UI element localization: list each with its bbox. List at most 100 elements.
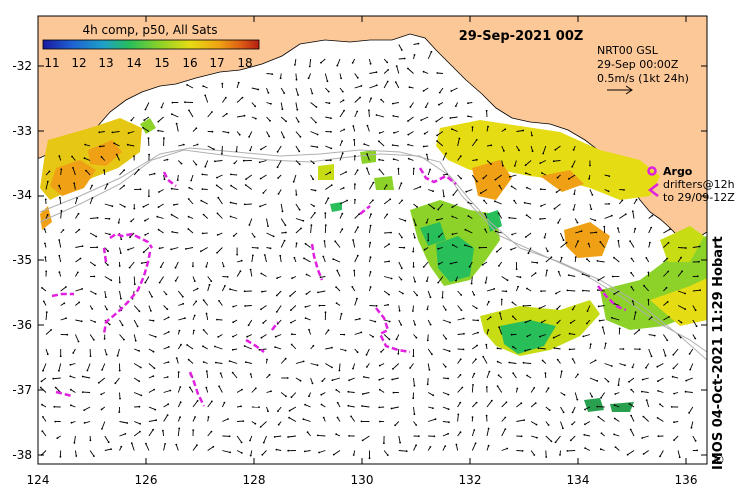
- current-arrow: [354, 226, 359, 234]
- current-arrow-head: [589, 164, 591, 167]
- current-arrow: [171, 214, 179, 219]
- current-arrow-head: [533, 387, 536, 389]
- current-arrow-head: [343, 333, 346, 336]
- current-arrow-head: [630, 388, 633, 391]
- current-arrow: [218, 386, 223, 393]
- current-arrow-head: [521, 450, 524, 452]
- current-arrow-head: [150, 310, 152, 312]
- current-arrow-head: [158, 281, 161, 284]
- current-arrow-head: [475, 307, 478, 310]
- current-arrow: [245, 174, 253, 180]
- current-arrow-head: [482, 177, 485, 180]
- current-arrow-head: [177, 371, 180, 373]
- current-arrow: [348, 377, 355, 381]
- current-arrow-head: [370, 97, 372, 100]
- current-arrow: [392, 377, 399, 380]
- current-arrow-head: [671, 375, 674, 378]
- current-arrow-head: [137, 168, 140, 171]
- current-arrow-head: [547, 424, 550, 426]
- current-arrow: [354, 169, 358, 176]
- current-arrow: [295, 102, 298, 110]
- current-arrow-head: [392, 158, 395, 161]
- current-arrow-head: [369, 224, 372, 227]
- current-arrow-head: [58, 369, 60, 372]
- current-arrow: [163, 443, 166, 451]
- current-arrow: [119, 421, 128, 424]
- current-arrow: [131, 443, 135, 451]
- current-arrow: [627, 450, 635, 456]
- current-arrow-head: [496, 347, 499, 350]
- current-arrow-head: [498, 326, 500, 328]
- current-arrow: [383, 290, 390, 295]
- current-arrow-head: [369, 62, 372, 65]
- drifters-label: drifters@12h: [663, 178, 735, 191]
- current-arrow-head: [242, 420, 245, 422]
- drifter-track: [375, 307, 411, 354]
- current-arrow-head: [44, 256, 47, 259]
- current-arrow-head: [338, 369, 341, 372]
- current-arrow: [398, 218, 406, 222]
- current-arrow-head: [66, 333, 69, 336]
- current-arrow-head: [196, 400, 199, 402]
- current-arrow: [119, 169, 125, 176]
- current-arrow: [427, 203, 435, 209]
- current-arrow: [134, 392, 142, 396]
- colorbar-tick: 16: [182, 56, 197, 70]
- current-arrow-head: [433, 435, 436, 438]
- current-arrow: [207, 431, 212, 437]
- current-arrow-head: [312, 162, 315, 165]
- current-arrow-head: [607, 380, 610, 383]
- current-arrow: [172, 231, 179, 234]
- current-arrow-head: [432, 190, 434, 193]
- current-arrow-head: [261, 453, 264, 456]
- current-arrow-head: [557, 222, 559, 224]
- colorbar-tick: 14: [126, 56, 141, 70]
- current-arrow-head: [524, 236, 527, 238]
- current-arrow-head: [178, 427, 181, 430]
- current-arrow-head: [460, 294, 463, 296]
- current-arrow-head: [428, 369, 431, 371]
- current-arrow-head: [467, 115, 469, 118]
- current-arrow: [455, 444, 459, 451]
- current-vectors: [39, 42, 701, 460]
- current-arrow-head: [459, 401, 462, 404]
- current-arrow-head: [380, 351, 382, 353]
- current-arrow: [200, 247, 208, 252]
- current-arrow-head: [617, 239, 620, 242]
- current-arrow-head: [336, 416, 339, 419]
- current-arrow: [438, 232, 444, 238]
- current-arrow-head: [351, 286, 354, 288]
- current-arrow-head: [332, 453, 335, 456]
- current-arrow-head: [245, 178, 247, 181]
- current-arrow: [407, 116, 414, 122]
- current-arrow-head: [374, 320, 377, 323]
- current-arrow: [160, 261, 164, 268]
- current-arrow: [295, 228, 302, 234]
- current-arrow-head: [613, 293, 616, 295]
- current-arrow-head: [526, 374, 528, 377]
- current-arrow-head: [484, 228, 486, 231]
- current-arrow-head: [329, 171, 332, 174]
- current-arrow-head: [415, 444, 417, 447]
- current-arrow: [471, 402, 477, 408]
- current-arrow-head: [457, 413, 460, 416]
- x-tick-label: 134: [567, 473, 590, 487]
- current-arrow: [392, 363, 400, 370]
- current-arrow-head: [330, 147, 333, 150]
- current-arrow: [260, 421, 267, 428]
- current-arrow: [304, 404, 311, 408]
- current-arrow-head: [205, 312, 208, 315]
- current-arrow-head: [434, 418, 437, 421]
- current-arrow-head: [524, 321, 527, 324]
- current-arrow-head: [139, 188, 142, 191]
- current-arrow-head: [375, 84, 378, 87]
- current-arrow: [604, 215, 612, 219]
- current-arrow-head: [222, 265, 225, 268]
- current-arrow-head: [52, 377, 55, 380]
- current-arrow: [480, 189, 488, 194]
- current-arrow-head: [99, 145, 101, 148]
- current-arrow: [310, 212, 316, 219]
- current-arrow-head: [336, 64, 339, 67]
- current-arrow-head: [389, 198, 392, 201]
- current-arrow-head: [487, 300, 490, 303]
